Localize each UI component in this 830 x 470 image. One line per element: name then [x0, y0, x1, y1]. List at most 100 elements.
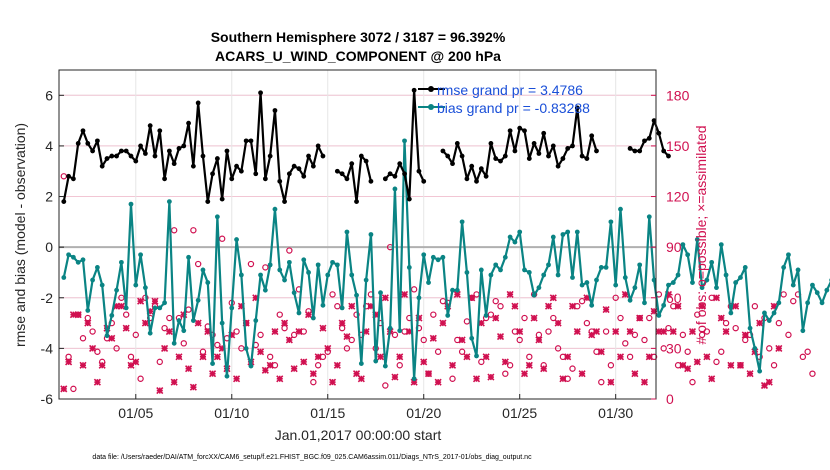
- bias-point: [694, 237, 700, 242]
- obs-assimilated-marker: [156, 386, 164, 395]
- obs-assimilated-marker: [324, 344, 332, 352]
- bias-point: [766, 318, 772, 323]
- obs-assimilated-marker: [540, 365, 548, 373]
- obs-assimilated-marker: [285, 336, 293, 344]
- rmse-point: [339, 171, 345, 177]
- bias-point: [656, 313, 662, 318]
- bias-point: [608, 219, 614, 225]
- obs-possible-marker: [247, 260, 255, 268]
- bias-point: [373, 358, 379, 364]
- rmse-point: [315, 143, 321, 149]
- bias-point: [147, 330, 153, 336]
- rmse-point: [656, 130, 662, 136]
- bias-point: [368, 232, 374, 237]
- obs-assimilated-marker: [84, 319, 92, 327]
- bias-series: [61, 138, 830, 382]
- obs-possible-marker: [612, 294, 619, 301]
- rmse-point: [464, 176, 470, 182]
- obs-possible-marker: [382, 382, 389, 389]
- rmse-point: [157, 128, 163, 134]
- obs-assimilated-marker: [578, 370, 586, 378]
- obs-possible-marker: [132, 331, 139, 339]
- obs-assimilated-marker: [684, 365, 692, 373]
- rmse-point: [210, 171, 215, 177]
- obs-possible-marker: [137, 375, 144, 382]
- bias-point: [666, 282, 671, 288]
- rmse-point: [498, 158, 503, 164]
- obs-assimilated-marker: [175, 353, 183, 361]
- obs-possible-marker: [583, 319, 591, 327]
- obs-assimilated-marker: [525, 361, 533, 369]
- rmse-point: [224, 148, 230, 154]
- rmse-point: [445, 153, 451, 159]
- obs-assimilated-marker: [530, 314, 538, 322]
- rmse-point: [517, 125, 523, 131]
- obs-assimilated-marker: [295, 327, 303, 336]
- rmse-point: [133, 158, 139, 164]
- bias-point: [258, 272, 263, 278]
- rmse-point: [459, 153, 465, 159]
- obs-possible-marker: [689, 378, 696, 386]
- rmse-point: [536, 151, 542, 156]
- obs-possible-marker: [775, 319, 783, 327]
- left-tick-label: 2: [45, 189, 53, 205]
- bias-point: [61, 275, 67, 280]
- bias-point: [214, 214, 220, 220]
- rmse-point: [229, 176, 235, 182]
- left-tick-label: -2: [41, 290, 54, 306]
- obs-possible-marker: [622, 340, 629, 347]
- bias-point: [541, 272, 547, 278]
- bias-point: [99, 282, 105, 288]
- left-y-axis: -6 -4 -2 0 2 4 6: [41, 87, 64, 407]
- rmse-point: [522, 128, 527, 134]
- rmse-point: [661, 148, 667, 154]
- rmse-point: [589, 133, 595, 139]
- obs-assimilated-marker: [396, 353, 404, 361]
- bias-point: [296, 310, 302, 316]
- bias-point: [430, 254, 436, 260]
- obs-assimilated-marker: [732, 302, 740, 310]
- rmse-point: [574, 105, 580, 111]
- right-tick-label: 150: [666, 138, 690, 154]
- rmse-point: [248, 138, 254, 144]
- obs-assimilated-marker: [348, 302, 356, 310]
- rmse-point: [75, 140, 81, 146]
- obs-assimilated-marker: [621, 290, 629, 298]
- rmse-point: [80, 128, 86, 134]
- obs-possible-marker: [698, 331, 706, 339]
- bias-point: [387, 325, 393, 331]
- obs-assimilated-marker: [511, 302, 519, 310]
- bias-point: [291, 290, 297, 296]
- rmse-point: [584, 156, 590, 161]
- obs-possible-marker: [804, 348, 811, 355]
- rmse-point: [454, 140, 460, 146]
- obs-assimilated-marker: [256, 348, 265, 356]
- obs-possible-marker: [122, 311, 130, 318]
- rmse-point: [272, 108, 278, 113]
- obs-possible-marker: [660, 345, 667, 352]
- obs-assimilated-marker: [487, 373, 495, 381]
- obs-assimilated-marker: [688, 327, 697, 336]
- right-tick-label: 0: [666, 391, 674, 407]
- rmse-point: [85, 140, 91, 146]
- obs-assimilated-marker: [712, 294, 721, 302]
- rmse-point: [114, 153, 119, 159]
- obs-assimilated-marker: [400, 290, 409, 298]
- obs-assimilated-marker: [458, 336, 466, 344]
- bias-point: [224, 373, 230, 379]
- obs-possible-marker: [170, 227, 178, 234]
- obs-possible-marker: [646, 314, 653, 322]
- obs-assimilated-marker: [607, 378, 615, 386]
- obs-assimilated-marker: [520, 370, 529, 378]
- bias-point: [378, 290, 383, 296]
- bias-point: [757, 368, 763, 374]
- obs-assimilated-marker: [314, 353, 322, 361]
- bias-point: [680, 242, 686, 248]
- obs-possible-marker: [94, 348, 101, 355]
- obs-assimilated-marker: [626, 327, 634, 336]
- obs-possible-marker: [233, 328, 240, 335]
- obs-assimilated-marker: [304, 311, 313, 319]
- bias-point: [560, 232, 566, 237]
- rmse-point: [421, 178, 427, 184]
- bias-point: [771, 310, 777, 316]
